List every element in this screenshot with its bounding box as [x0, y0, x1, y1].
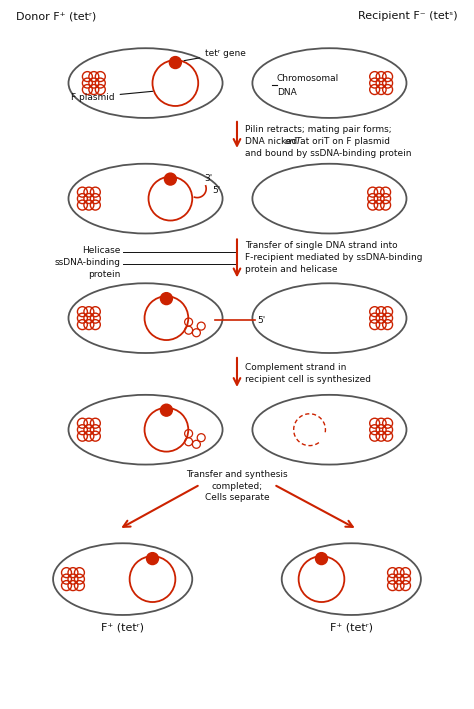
- Circle shape: [160, 404, 173, 416]
- Text: 5': 5': [212, 186, 220, 195]
- Text: Chromosomal: Chromosomal: [277, 74, 339, 82]
- Circle shape: [160, 293, 173, 305]
- Text: oriT: oriT: [285, 137, 302, 146]
- Text: Transfer of single DNA strand into: Transfer of single DNA strand into: [245, 242, 398, 250]
- Text: completed;: completed;: [211, 481, 263, 491]
- Text: tetʳ gene: tetʳ gene: [184, 49, 246, 61]
- Text: Helicase: Helicase: [82, 247, 121, 255]
- Text: Pilin retracts; mating pair forms;: Pilin retracts; mating pair forms;: [245, 125, 392, 134]
- Text: Complement strand in: Complement strand in: [245, 363, 346, 372]
- Text: Donor F⁺ (tetʳ): Donor F⁺ (tetʳ): [16, 11, 97, 21]
- Text: 5': 5': [257, 316, 265, 325]
- Text: F⁺ (tetʳ): F⁺ (tetʳ): [101, 623, 144, 633]
- Text: Cells separate: Cells separate: [205, 493, 269, 503]
- Text: protein and helicase: protein and helicase: [245, 265, 337, 274]
- Text: F plasmid: F plasmid: [71, 91, 153, 101]
- Text: F⁺ (tetʳ): F⁺ (tetʳ): [330, 623, 373, 633]
- Text: and bound by ssDNA-binding protein: and bound by ssDNA-binding protein: [245, 149, 411, 158]
- Circle shape: [164, 173, 176, 185]
- Circle shape: [146, 552, 158, 564]
- Circle shape: [316, 552, 328, 564]
- Text: recipient cell is synthesized: recipient cell is synthesized: [245, 375, 371, 384]
- Text: protein: protein: [88, 270, 121, 279]
- Text: F-recipient mediated by ssDNA-binding: F-recipient mediated by ssDNA-binding: [245, 253, 422, 262]
- Text: DNA nicked at ​oriT​ on F plasmid: DNA nicked at ​oriT​ on F plasmid: [245, 137, 390, 146]
- Circle shape: [169, 57, 182, 69]
- Text: ssDNA-binding: ssDNA-binding: [55, 258, 121, 267]
- Text: Recipient F⁻ (tetˢ): Recipient F⁻ (tetˢ): [358, 11, 458, 21]
- Text: DNA: DNA: [277, 87, 297, 96]
- Text: 3': 3': [204, 174, 212, 183]
- Text: Transfer and synthesis: Transfer and synthesis: [186, 469, 288, 479]
